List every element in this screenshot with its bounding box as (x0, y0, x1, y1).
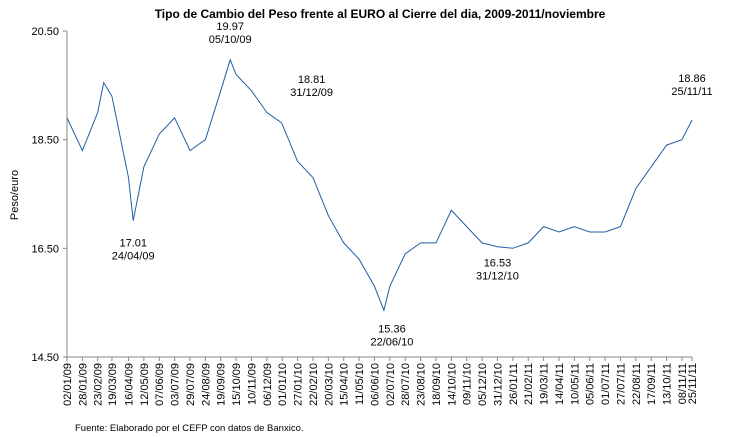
x-tick-label: 01/01/10 (277, 363, 289, 406)
x-tick-label: 18/09/10 (431, 363, 443, 406)
x-tick-label: 03/07/09 (170, 363, 182, 406)
x-tick-label: 06/12/09 (262, 363, 274, 406)
source-note: Fuente: Elaborado por el CEFP con datos … (75, 423, 304, 434)
x-tick-label: 10/05/11 (569, 363, 581, 405)
x-tick-label: 07/06/09 (154, 363, 166, 406)
line-series (66, 58, 693, 312)
x-tick-label: 15/04/10 (339, 363, 351, 406)
x-tick-label: 26/01/11 (508, 363, 520, 405)
x-tick-label: 05/12/10 (477, 363, 489, 406)
x-tick-label: 20/03/10 (323, 363, 335, 406)
x-tick-label: 14/10/10 (446, 363, 458, 406)
annotation-value: 18.81 (298, 74, 326, 86)
x-tick-label: 29/07/09 (185, 363, 197, 406)
y-tick-label: 16.50 (31, 243, 59, 255)
x-tick-label: 01/07/11 (600, 363, 612, 405)
x-tick-label: 23/02/09 (93, 363, 105, 406)
chart-title: Tipo de Cambio del Peso frente al EURO a… (155, 7, 606, 21)
annotation-date: 24/04/09 (112, 251, 155, 263)
x-tick-label: 25/11/11 (687, 363, 699, 404)
x-tick-label: 21/02/11 (523, 363, 535, 405)
annotation-value: 18.86 (678, 73, 706, 85)
y-tick-label: 20.50 (31, 26, 59, 38)
x-tick-label: 22/08/11 (631, 363, 643, 405)
annotation-date: 25/11/11 (671, 86, 712, 98)
x-tick-label: 16/04/09 (123, 363, 135, 406)
x-tick-label: 02/01/09 (62, 363, 74, 406)
annotation-value: 15.36 (378, 323, 406, 335)
annotation-date: 05/10/09 (209, 34, 252, 46)
x-tick-label: 13/10/11 (662, 363, 674, 405)
x-tick-label: 31/12/10 (492, 363, 504, 406)
x-tick-label: 28/07/10 (400, 363, 412, 406)
annotation-date: 31/12/10 (476, 271, 519, 283)
x-tick-label: 28/01/09 (77, 363, 89, 406)
x-tick-label: 14/04/11 (554, 363, 566, 405)
x-tick-label: 05/06/11 (585, 363, 597, 405)
annotation-date: 31/12/09 (290, 87, 333, 99)
x-tick-label: 24/08/09 (200, 363, 212, 406)
x-tick-label: 27/07/11 (615, 363, 627, 405)
annotation-value: 16.53 (484, 258, 512, 270)
x-tick-label: 08/11/11 (677, 363, 689, 404)
x-tick-label: 09/11/10 (462, 363, 474, 405)
x-tick-label: 11/05/10 (354, 363, 366, 405)
annotation-value: 17.01 (119, 238, 147, 250)
x-tick-label: 19/03/09 (107, 363, 119, 406)
x-tick-label: 22/02/10 (308, 363, 320, 406)
x-tick-label: 23/08/10 (416, 363, 428, 406)
x-tick-label: 15/10/09 (231, 363, 243, 406)
y-tick-label: 18.50 (31, 135, 59, 147)
x-tick-label: 27/01/10 (293, 363, 305, 406)
y-tick-label: 14.50 (31, 352, 59, 364)
x-tick-label: 19/03/11 (539, 363, 551, 405)
annotation-date: 22/06/10 (371, 336, 414, 348)
x-tick-label: 06/06/10 (369, 363, 381, 406)
x-tick-label: 02/07/10 (385, 363, 397, 406)
x-tick-label: 10/11/09 (246, 363, 258, 405)
x-tick-label: 19/09/09 (216, 363, 228, 406)
annotation-value: 19.97 (216, 21, 244, 33)
x-tick-label: 17/09/11 (646, 363, 658, 405)
y-axis-label: Peso/euro (9, 170, 21, 220)
x-tick-label: 12/05/09 (139, 363, 151, 406)
